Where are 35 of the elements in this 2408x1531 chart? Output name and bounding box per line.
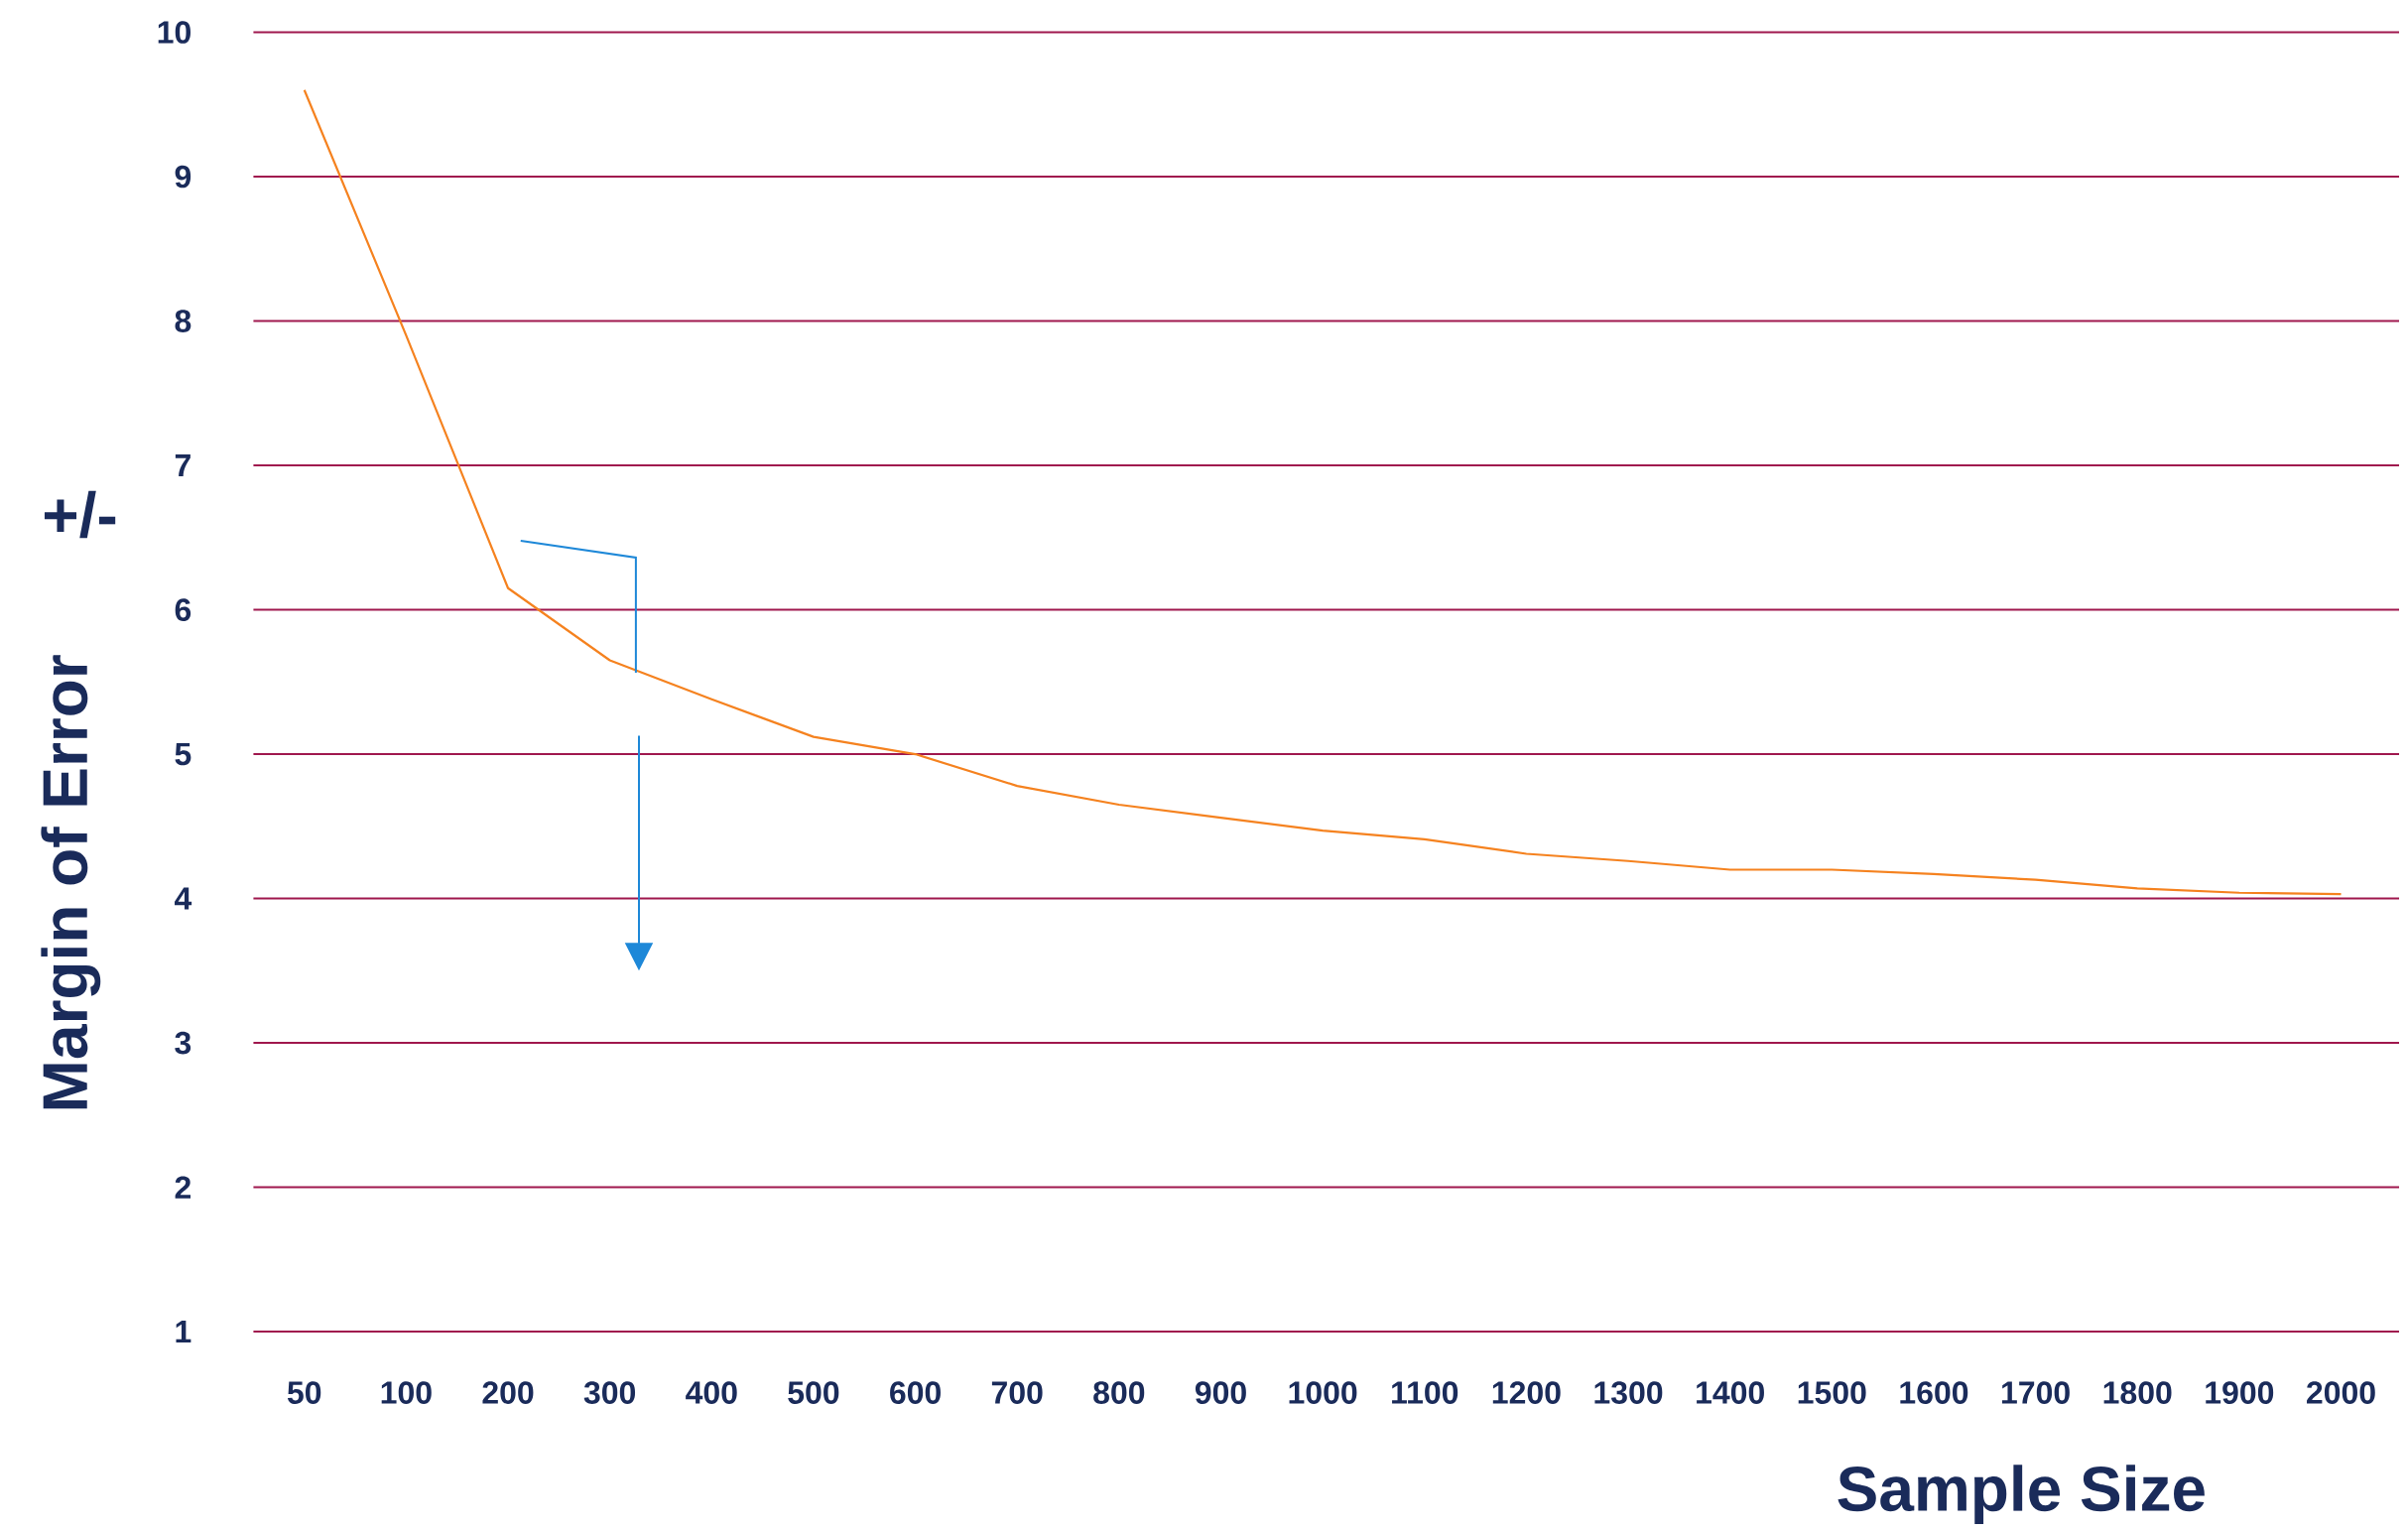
y-tick-label: 7 [175,454,190,477]
y-tick-label: 3 [175,1031,191,1055]
text: +/- [44,490,116,539]
x-tick-label: 600 [890,1381,941,1404]
x-tick-label: 700 [991,1381,1043,1404]
x-tick-label: 1000 [1289,1381,1357,1404]
y-tick-label: 9 [175,165,191,189]
x-tick-label: 100 [381,1381,432,1404]
x-tick-label: 1200 [1492,1381,1561,1404]
x-tick-label: 1600 [1900,1381,1968,1404]
x-tick-label: 200 [482,1381,534,1404]
y-tick-label: 6 [175,598,191,621]
x-tick-label: 1400 [1697,1381,1764,1404]
x-tick-label: 400 [686,1381,737,1404]
x-tick-label: 1300 [1594,1381,1663,1404]
y-tick-label: 8 [175,310,191,332]
x-tick-label: 1900 [2206,1381,2274,1404]
y-tick-label: 1 [176,1321,191,1343]
y-tick-label: 2 [175,1176,190,1199]
y-axis-title: Margin of Error [41,655,101,1109]
y-tick-label: 5 [175,742,191,766]
y-tick-label: 4 [175,887,192,910]
x-tick-label: 1100 [1392,1381,1458,1404]
x-tick-label: 1700 [2002,1381,2070,1404]
x-tick-label: 800 [1093,1381,1145,1404]
x-tick-label: 300 [583,1381,636,1404]
x-tick-label: 2000 [2307,1381,2375,1404]
x-tick-label: 900 [1195,1381,1246,1404]
y-tick-label: 10 [158,21,190,44]
x-tick-label: 50 [287,1381,321,1404]
x-tick-label: 1500 [1798,1381,1866,1404]
x-tick-label: 1800 [2103,1381,2172,1404]
x-tick-label: 500 [788,1381,839,1404]
x-axis-title: Sample Size [1838,1465,2205,1524]
line-series [303,88,2343,896]
